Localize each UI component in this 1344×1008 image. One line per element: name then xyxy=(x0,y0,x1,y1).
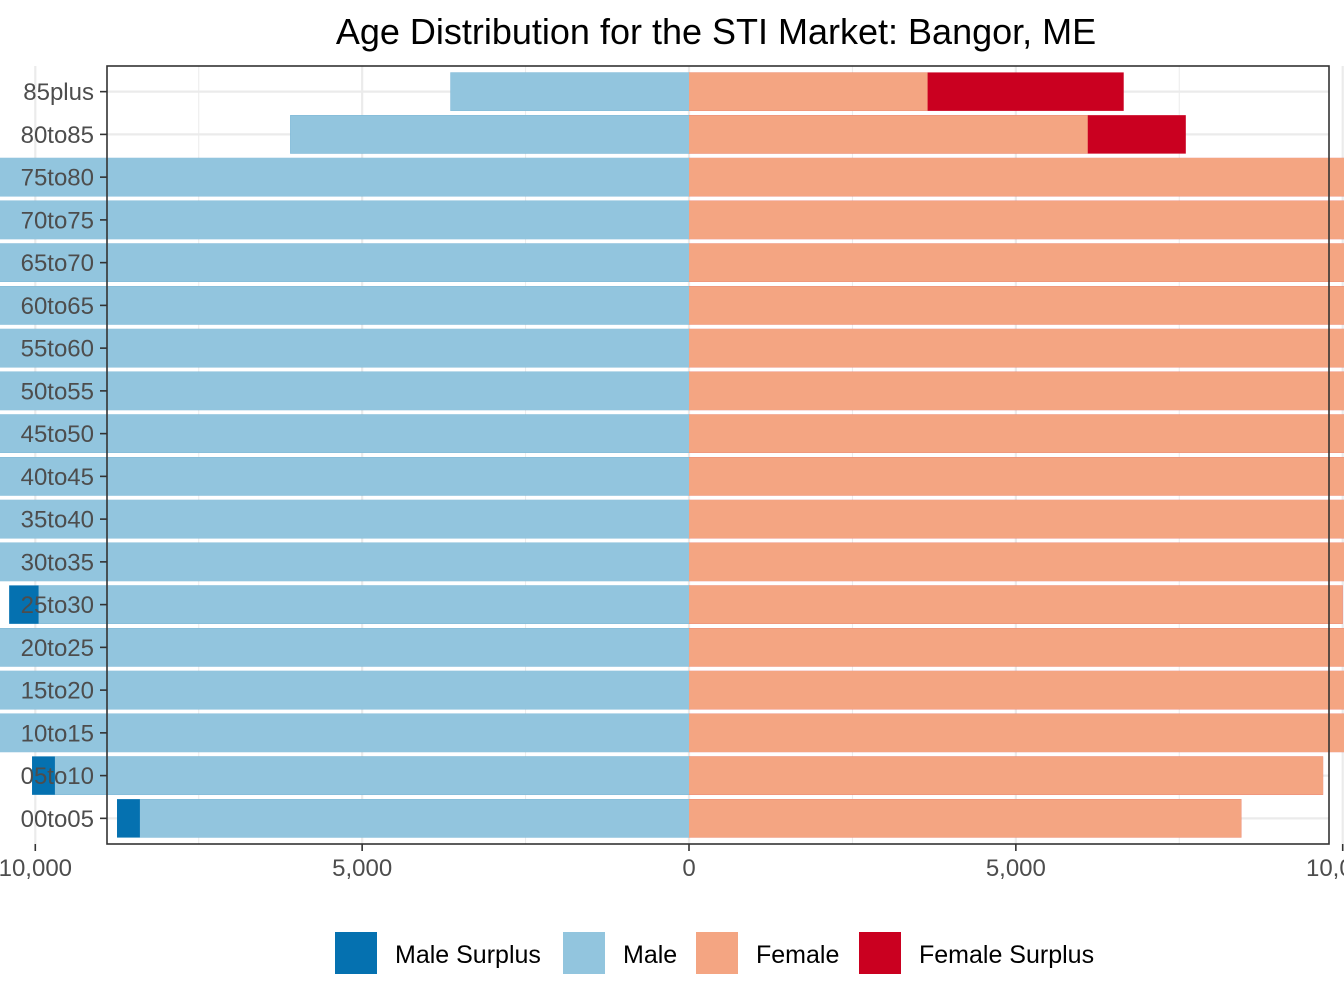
y-tick-label: 65to70 xyxy=(21,250,94,277)
y-tick-label: 35to40 xyxy=(21,507,94,534)
legend-key-male-surplus xyxy=(335,932,377,974)
y-tick-label: 30to35 xyxy=(21,549,94,576)
y-tick-label: 80to85 xyxy=(21,122,94,149)
x-tick-label: 5,000 xyxy=(332,855,392,882)
male-bar xyxy=(0,670,689,710)
axes: 15,00010,0005,00005,00010,00015,00000to0… xyxy=(0,79,1344,882)
y-tick-label: 05to10 xyxy=(21,763,94,790)
y-tick-label: 10to15 xyxy=(21,720,94,747)
female-bar xyxy=(689,799,1242,838)
male-bar xyxy=(0,713,690,753)
female-bar xyxy=(689,200,1344,240)
male-bar xyxy=(290,115,689,154)
female-bar xyxy=(689,457,1344,496)
female-bar xyxy=(689,499,1344,539)
x-tick-label: 10,000 xyxy=(0,855,72,882)
legend-label-female-surplus: Female Surplus xyxy=(919,941,1094,969)
female-bar xyxy=(689,371,1344,411)
legend-key-female-surplus xyxy=(859,932,901,974)
x-tick-label: 0 xyxy=(682,855,695,882)
x-tick-label: 10,000 xyxy=(1306,855,1344,882)
y-tick-label: 75to80 xyxy=(21,165,94,192)
y-tick-label: 00to05 xyxy=(21,806,94,833)
legend: Male Surplus Male Female Female Surplus xyxy=(335,932,1094,974)
male-bar xyxy=(450,72,689,111)
male-bar xyxy=(0,157,689,197)
y-tick-label: 25to30 xyxy=(21,592,94,619)
male-bar xyxy=(0,542,690,582)
male-bar xyxy=(0,286,689,325)
y-tick-label: 40to45 xyxy=(21,464,94,491)
legend-label-female: Female xyxy=(756,941,839,969)
female-bar xyxy=(689,628,1344,667)
plot-panel-border xyxy=(106,65,1330,845)
female-bar xyxy=(689,115,1088,154)
y-tick-label: 15to20 xyxy=(21,678,94,705)
y-tick-label: 60to65 xyxy=(21,293,94,320)
legend-label-male: Male xyxy=(623,941,677,969)
female-bar xyxy=(689,756,1324,795)
male-bar xyxy=(0,414,690,453)
female-bar xyxy=(689,286,1344,325)
bars xyxy=(0,72,1344,838)
male-bar xyxy=(38,585,690,624)
y-tick-label: 45to50 xyxy=(21,421,94,448)
y-tick-label: 70to75 xyxy=(21,207,94,234)
female-bar xyxy=(689,72,928,111)
legend-key-female xyxy=(696,932,738,974)
female-bar xyxy=(689,243,1344,282)
male-bar xyxy=(54,756,689,795)
female-bar xyxy=(689,542,1344,582)
male-bar xyxy=(0,499,690,539)
y-tick-label: 50to55 xyxy=(21,378,94,405)
female-bar xyxy=(689,713,1344,753)
y-tick-label: 20to25 xyxy=(21,635,94,662)
chart-title: Age Distribution for the STI Market: Ban… xyxy=(336,11,1096,52)
male-bar xyxy=(0,243,690,282)
female-bar xyxy=(689,157,1344,197)
male-bar xyxy=(0,328,689,368)
female-bar xyxy=(689,585,1343,624)
y-tick-label: 85plus xyxy=(23,79,94,106)
male-bar xyxy=(0,457,689,496)
male-bar xyxy=(0,628,690,667)
female-bar xyxy=(689,328,1344,368)
male-bar xyxy=(0,200,689,240)
female-bar xyxy=(689,670,1344,710)
legend-key-male xyxy=(563,932,605,974)
y-tick-label: 55to60 xyxy=(21,336,94,363)
x-tick-label: 5,000 xyxy=(986,855,1046,882)
male-bar xyxy=(139,799,690,838)
female-bar xyxy=(689,414,1344,453)
legend-label-male-surplus: Male Surplus xyxy=(395,941,541,969)
male-bar xyxy=(0,371,689,411)
